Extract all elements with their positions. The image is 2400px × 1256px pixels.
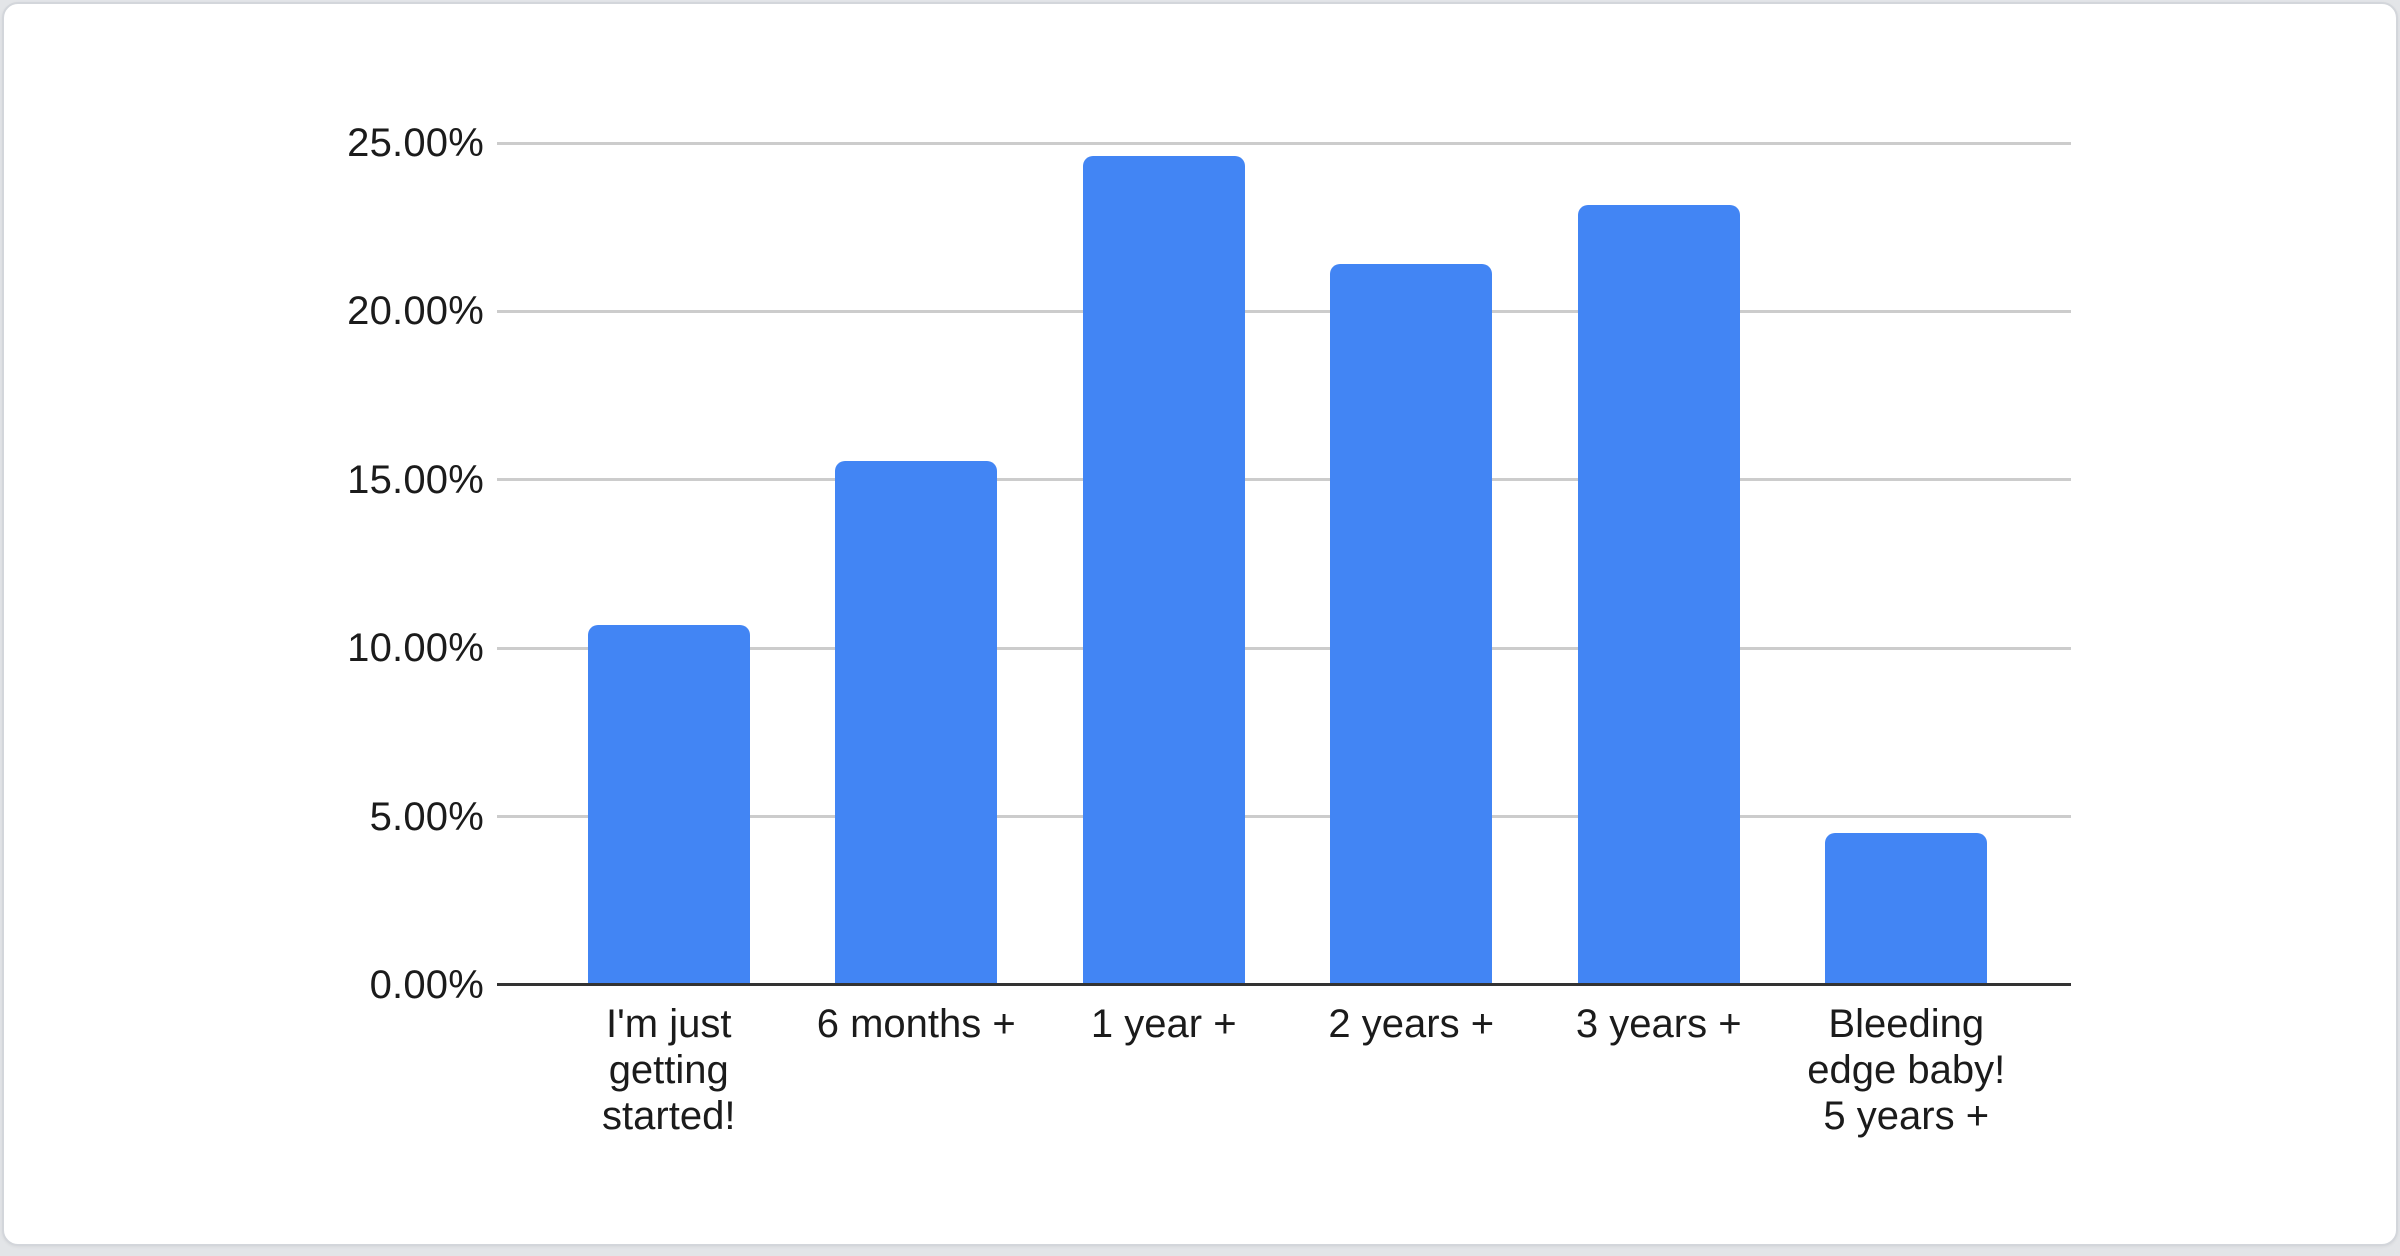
bar-4[interactable] [1330, 264, 1493, 985]
x-axis-category-label: 6 months + [816, 1002, 1016, 1046]
y-axis-tick-label: 15.00% [347, 457, 484, 502]
x-axis-line [497, 983, 2071, 986]
bar-3[interactable] [1082, 156, 1245, 985]
bar-band [1288, 143, 1536, 985]
gridline [497, 646, 2071, 650]
x-axis-category-cell: 3 years + [1535, 1001, 1783, 1139]
bar-band [1783, 143, 2031, 985]
x-axis-category-cell: 2 years + [1288, 1001, 1536, 1139]
x-axis-category-cell: 1 year + [1040, 1001, 1288, 1139]
y-axis-tick-label: 5.00% [369, 794, 484, 839]
y-axis-tick-label: 20.00% [347, 289, 484, 334]
bar-band [1040, 143, 1288, 985]
bar-band [545, 143, 793, 985]
bar-5[interactable] [1577, 205, 1740, 985]
x-axis-category-cell: Bleeding edge baby! 5 years + [1783, 1001, 2031, 1139]
bar-6[interactable] [1825, 833, 1988, 985]
gridline [497, 309, 2071, 313]
y-axis-tick-label: 25.00% [347, 121, 484, 165]
bar-band [793, 143, 1041, 985]
gridline [497, 815, 2071, 819]
x-axis-labels: I'm just getting started! 6 months + 1 yea… [545, 1001, 2030, 1139]
gridline [497, 478, 2071, 482]
x-axis-category-label: I'm just getting started! [602, 1002, 736, 1138]
plot-area [545, 143, 2030, 985]
x-axis-category-label: 1 year + [1090, 1002, 1237, 1046]
x-axis-category-label: 2 years + [1328, 1002, 1495, 1046]
bar-band [1535, 143, 1783, 985]
bar-chart: 0.00% 5.00% 10.00% 15.00% 20.00% 25.00% I'm j… [4, 4, 2396, 1244]
x-axis-category-cell: I'm just getting started! [545, 1001, 793, 1139]
x-axis-category-cell: 6 months + [793, 1001, 1041, 1139]
y-axis-tick-label: 10.00% [347, 626, 484, 671]
bar-1[interactable] [587, 624, 750, 985]
bar-2[interactable] [835, 461, 998, 985]
y-axis-tick-label: 0.00% [369, 963, 484, 1007]
gridline [497, 141, 2071, 145]
x-axis-category-label: 3 years + [1575, 1002, 1742, 1046]
x-axis-category-label: Bleeding edge baby! 5 years + [1807, 1002, 2006, 1138]
